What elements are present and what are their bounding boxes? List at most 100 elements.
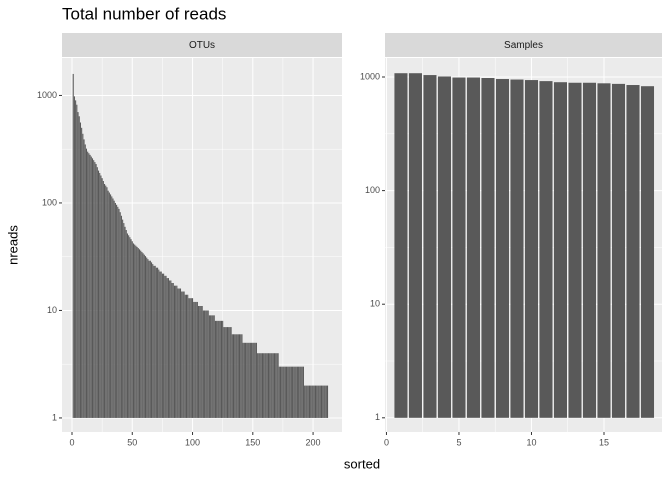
bar [284, 366, 286, 418]
bar [293, 366, 295, 418]
bar [324, 385, 326, 418]
bar [116, 204, 118, 418]
bar [310, 385, 312, 418]
bar [211, 315, 213, 418]
bar [316, 385, 318, 418]
bar [296, 366, 298, 418]
bar [196, 301, 198, 418]
bar [83, 139, 85, 418]
bar [320, 385, 323, 418]
bar [251, 342, 253, 418]
bar [123, 223, 125, 418]
bar [84, 144, 86, 418]
bar [110, 194, 112, 418]
bar [253, 342, 255, 418]
bar [184, 294, 186, 418]
bar [131, 241, 133, 418]
bar [495, 79, 509, 418]
bar [85, 148, 88, 418]
bar [172, 283, 174, 418]
x-tick-label: 5 [456, 437, 461, 447]
strip [385, 33, 662, 57]
bar [553, 82, 568, 418]
bar [136, 246, 138, 418]
bar [181, 291, 183, 418]
bar [452, 77, 466, 418]
bar [201, 305, 203, 418]
bar [319, 385, 321, 418]
bar [114, 202, 116, 418]
bar [243, 342, 245, 418]
bar [122, 219, 124, 418]
bar [229, 327, 231, 418]
bar [120, 215, 122, 418]
bar [105, 185, 107, 418]
bar [142, 253, 144, 418]
bar [271, 353, 273, 418]
bar [204, 310, 206, 418]
bar [279, 366, 282, 418]
bar [524, 80, 539, 418]
bar [295, 366, 297, 418]
bar [298, 366, 300, 418]
bar [299, 366, 301, 418]
bar [79, 122, 81, 418]
bar [237, 334, 239, 418]
bar [166, 278, 168, 418]
bar [112, 198, 114, 418]
bar [170, 280, 172, 418]
bar [182, 291, 184, 418]
bar [111, 196, 113, 418]
bar [240, 334, 242, 418]
bar [82, 133, 84, 418]
bar [200, 305, 202, 418]
bar [207, 310, 209, 418]
bar [113, 200, 115, 418]
bar [99, 172, 101, 418]
bar [582, 82, 597, 418]
bar [249, 342, 251, 418]
bar [255, 342, 257, 418]
bar [76, 104, 78, 418]
bar [304, 385, 306, 418]
bar [239, 334, 241, 418]
bar [149, 260, 151, 418]
bar [125, 230, 127, 418]
x-tick-label: 150 [245, 437, 260, 447]
bar [160, 271, 162, 418]
bar [290, 366, 292, 418]
bar [100, 175, 102, 418]
bar [177, 288, 179, 418]
bar [597, 83, 611, 418]
bar [187, 294, 189, 418]
bar [202, 310, 204, 418]
bar [138, 249, 141, 418]
bar [155, 267, 157, 418]
bar [318, 385, 320, 418]
bar [230, 327, 232, 418]
bar [283, 366, 285, 418]
bar [408, 73, 422, 418]
bar [213, 315, 215, 418]
bar [189, 298, 191, 418]
y-axis-label: nreads [5, 225, 20, 265]
y-tick-label: 1000 [360, 71, 380, 81]
bar [152, 264, 154, 418]
bar [281, 366, 283, 418]
bar [210, 315, 212, 418]
bar [118, 208, 120, 418]
bar [81, 127, 83, 418]
bar [224, 327, 226, 418]
bar [307, 385, 309, 418]
x-tick-label: 0 [384, 437, 389, 447]
bar [289, 366, 291, 418]
bar [222, 320, 224, 418]
y-tick-label: 100 [365, 185, 380, 195]
bar [141, 251, 143, 418]
bar [275, 353, 277, 418]
bar [140, 250, 142, 418]
bar [96, 167, 98, 418]
y-tick-label: 10 [47, 305, 57, 315]
bar [93, 160, 95, 418]
